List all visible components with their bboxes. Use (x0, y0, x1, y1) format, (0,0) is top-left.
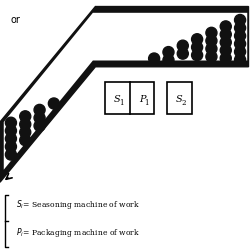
Text: $P_i$= Packaging machine of work: $P_i$= Packaging machine of work (16, 225, 140, 238)
Circle shape (191, 34, 202, 46)
Circle shape (205, 28, 216, 39)
Circle shape (6, 118, 16, 129)
Circle shape (191, 42, 202, 54)
Polygon shape (4, 14, 246, 170)
Circle shape (234, 55, 244, 66)
Circle shape (6, 134, 16, 144)
Text: S: S (176, 94, 182, 103)
Bar (105, 82, 154, 115)
Circle shape (205, 36, 216, 47)
Circle shape (20, 135, 31, 146)
Circle shape (34, 113, 45, 124)
Circle shape (234, 39, 244, 50)
Circle shape (20, 119, 31, 130)
Circle shape (48, 98, 59, 110)
Circle shape (162, 55, 173, 66)
Circle shape (234, 23, 244, 34)
Text: 2: 2 (180, 99, 185, 107)
Text: or: or (10, 15, 20, 25)
Circle shape (162, 48, 173, 58)
Circle shape (34, 121, 45, 132)
Bar (166, 82, 191, 115)
Circle shape (219, 46, 230, 56)
Circle shape (205, 52, 216, 63)
Circle shape (176, 41, 188, 52)
Text: 1: 1 (118, 99, 123, 107)
Circle shape (219, 22, 230, 33)
Circle shape (234, 31, 244, 42)
Circle shape (234, 16, 244, 26)
Text: $S_i$= Seasoning machine of work: $S_i$= Seasoning machine of work (16, 197, 140, 210)
Circle shape (219, 30, 230, 41)
Circle shape (6, 150, 16, 160)
Text: 1: 1 (144, 99, 148, 107)
Circle shape (34, 105, 45, 116)
Circle shape (234, 47, 244, 58)
Circle shape (191, 50, 202, 62)
Circle shape (219, 38, 230, 49)
Circle shape (6, 126, 16, 137)
Text: S: S (114, 94, 120, 103)
Circle shape (6, 142, 16, 152)
Text: P: P (138, 94, 145, 103)
Polygon shape (0, 8, 248, 182)
Circle shape (219, 54, 230, 64)
Circle shape (205, 44, 216, 55)
Circle shape (20, 111, 31, 122)
Circle shape (148, 54, 159, 65)
Circle shape (20, 127, 31, 138)
Circle shape (176, 49, 188, 60)
